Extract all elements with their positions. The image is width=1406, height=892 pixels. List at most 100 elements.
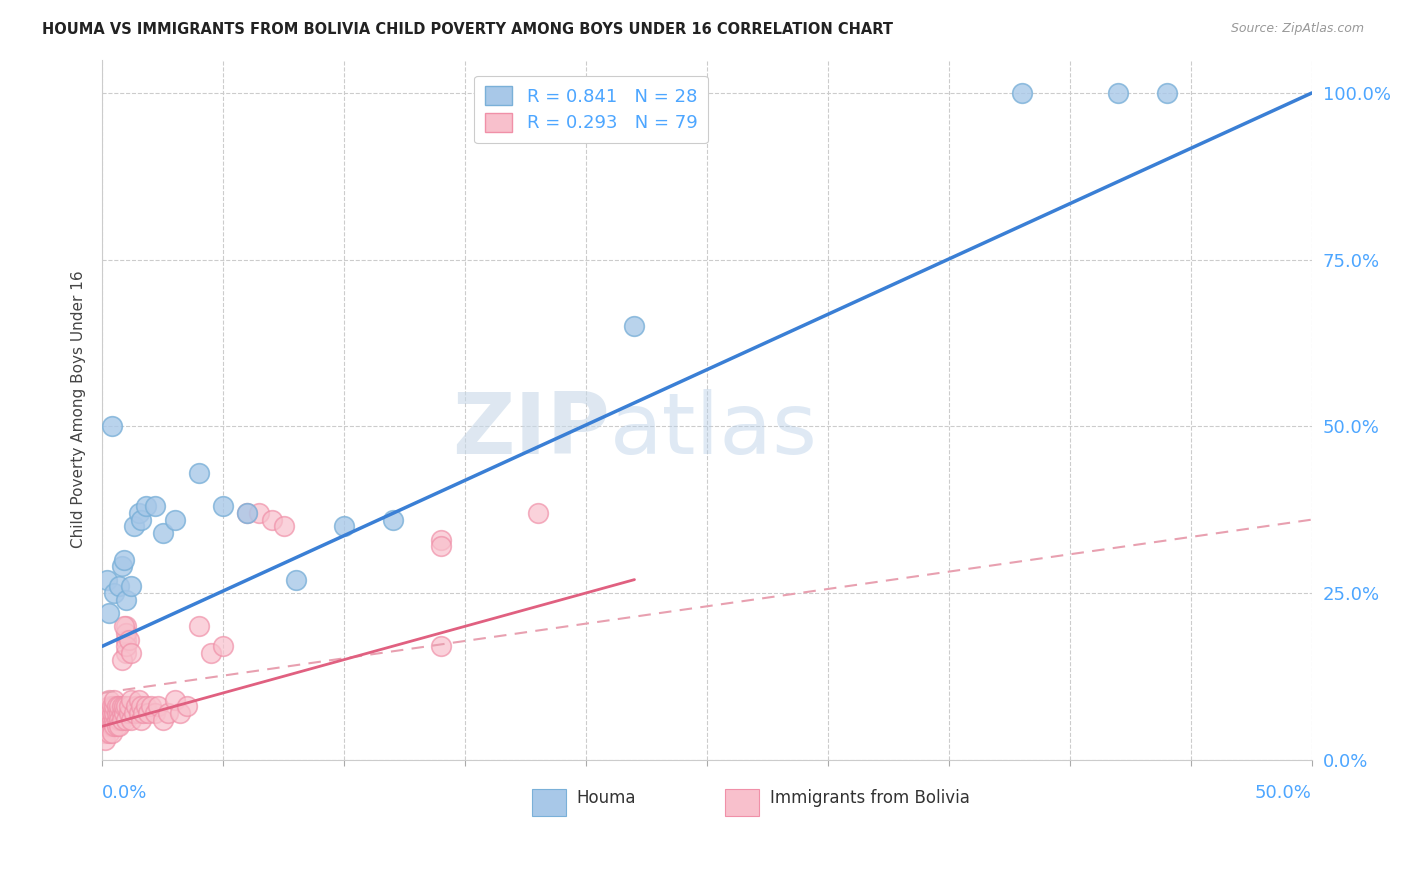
Point <box>118 632 141 647</box>
Point <box>129 513 152 527</box>
Point <box>103 713 125 727</box>
Bar <box>725 789 759 815</box>
Point <box>188 619 211 633</box>
Point <box>139 699 162 714</box>
Point <box>152 713 174 727</box>
Point <box>110 559 132 574</box>
Point <box>169 706 191 720</box>
Point <box>115 713 138 727</box>
Point <box>129 713 152 727</box>
Point <box>273 519 295 533</box>
Point <box>98 719 121 733</box>
Point <box>176 699 198 714</box>
Point <box>98 706 121 720</box>
Point <box>115 619 138 633</box>
Point <box>200 646 222 660</box>
Point <box>145 706 167 720</box>
Point <box>430 640 453 654</box>
Point <box>236 506 259 520</box>
Text: ZIP: ZIP <box>453 389 610 472</box>
Point <box>103 692 125 706</box>
Point <box>98 713 121 727</box>
Point <box>101 713 124 727</box>
Point <box>136 706 159 720</box>
Point <box>115 646 138 660</box>
Point <box>125 699 148 714</box>
Point <box>156 706 179 720</box>
Point <box>163 692 186 706</box>
Point <box>108 706 131 720</box>
Point <box>101 419 124 434</box>
Point <box>163 513 186 527</box>
Point <box>103 719 125 733</box>
Point <box>623 319 645 334</box>
Legend: R = 0.841   N = 28, R = 0.293   N = 79: R = 0.841 N = 28, R = 0.293 N = 79 <box>474 76 709 144</box>
Point <box>236 506 259 520</box>
Text: atlas: atlas <box>610 389 818 472</box>
Point <box>118 699 141 714</box>
Point <box>105 706 128 720</box>
Point <box>108 713 131 727</box>
Point <box>103 706 125 720</box>
Point <box>112 552 135 566</box>
Point <box>260 513 283 527</box>
Point <box>120 646 142 660</box>
Text: 50.0%: 50.0% <box>1256 784 1312 802</box>
Point <box>188 466 211 480</box>
Point <box>110 699 132 714</box>
Point <box>96 713 118 727</box>
Point <box>120 579 142 593</box>
Point <box>110 706 132 720</box>
Point <box>212 500 235 514</box>
Point <box>115 626 138 640</box>
Point <box>120 692 142 706</box>
Text: Houma: Houma <box>576 789 636 807</box>
Point <box>108 719 131 733</box>
Point <box>1011 86 1033 100</box>
Point <box>93 713 115 727</box>
Point <box>103 699 125 714</box>
Point <box>128 706 150 720</box>
Text: HOUMA VS IMMIGRANTS FROM BOLIVIA CHILD POVERTY AMONG BOYS UNDER 16 CORRELATION C: HOUMA VS IMMIGRANTS FROM BOLIVIA CHILD P… <box>42 22 893 37</box>
Point <box>145 500 167 514</box>
Point <box>115 632 138 647</box>
Point <box>93 732 115 747</box>
Point <box>212 640 235 654</box>
Y-axis label: Child Poverty Among Boys Under 16: Child Poverty Among Boys Under 16 <box>72 271 86 549</box>
Point <box>101 719 124 733</box>
Point <box>108 699 131 714</box>
Point <box>105 713 128 727</box>
Point <box>122 519 145 533</box>
Point <box>96 573 118 587</box>
Point <box>430 539 453 553</box>
Point <box>284 573 307 587</box>
Point <box>93 719 115 733</box>
Point <box>132 706 155 720</box>
Point <box>152 525 174 540</box>
Text: Immigrants from Bolivia: Immigrants from Bolivia <box>770 789 970 807</box>
Point <box>115 699 138 714</box>
Point <box>118 706 141 720</box>
Point <box>122 706 145 720</box>
Point <box>103 586 125 600</box>
Point <box>96 719 118 733</box>
Point <box>98 692 121 706</box>
Point <box>112 706 135 720</box>
Text: 0.0%: 0.0% <box>103 784 148 802</box>
Point <box>146 699 169 714</box>
Point <box>110 713 132 727</box>
Point <box>430 533 453 547</box>
Point <box>333 519 356 533</box>
Point <box>101 699 124 714</box>
Point <box>120 713 142 727</box>
Point <box>135 500 157 514</box>
Point <box>1107 86 1129 100</box>
Point <box>105 719 128 733</box>
Point <box>105 699 128 714</box>
Bar <box>531 789 565 815</box>
Point <box>128 506 150 520</box>
Point <box>101 706 124 720</box>
Point <box>135 699 157 714</box>
Point <box>115 640 138 654</box>
Point <box>108 579 131 593</box>
